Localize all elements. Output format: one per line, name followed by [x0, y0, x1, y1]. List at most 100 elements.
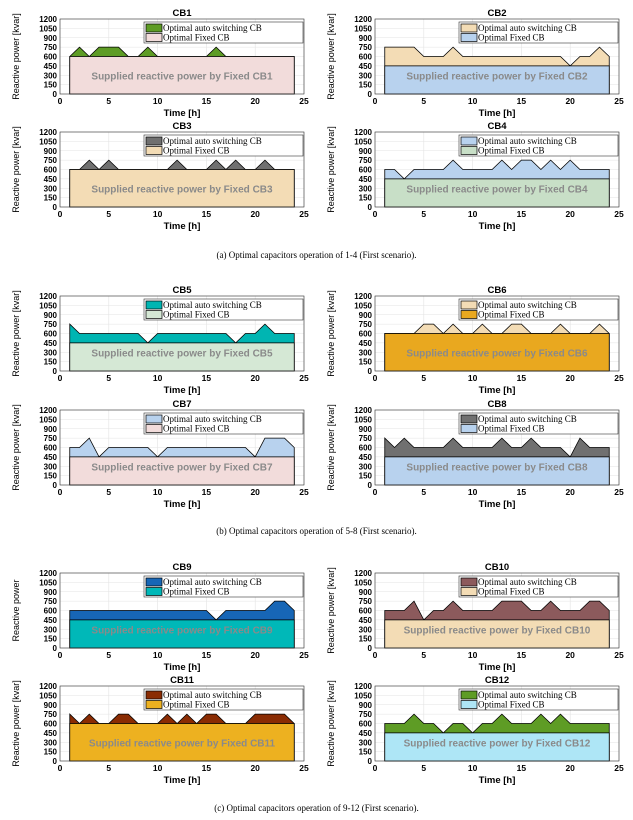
y-tick-label: 300	[44, 738, 58, 747]
y-tick-label: 900	[44, 425, 58, 434]
chart-cb1: 0 5 10 15 20 25 0 150 300 450 600 750 900 1050 1200 Sup…	[0, 0, 318, 119]
legend-swatch-fixed	[460, 587, 478, 596]
chart-cb4: 0 5 10 15 20 25 0 150 300 450 600 750 900 1050 1200 Sup…	[315, 113, 633, 232]
x-tick-label: 10	[468, 209, 478, 219]
y-tick-label: 150	[44, 748, 58, 757]
y-tick-label: 0	[53, 367, 58, 376]
y-tick-label: 300	[359, 184, 373, 193]
axes-frame	[374, 18, 620, 95]
y-tick-label: 600	[359, 444, 373, 453]
legend-box	[458, 298, 619, 321]
x-axis-label: Time [h]	[479, 775, 516, 785]
caption-a: (a) Optimal capacitors operation of 1-4 …	[216, 250, 417, 260]
chart-title: CB10	[485, 562, 509, 573]
x-tick-label: 5	[421, 209, 426, 219]
y-tick-label: 900	[359, 147, 373, 156]
x-tick-label: 25	[299, 209, 309, 219]
legend-swatch-auto	[145, 23, 163, 33]
x-tick-label: 5	[421, 763, 426, 773]
x-tick-label: 15	[202, 487, 212, 497]
x-tick-label: 25	[614, 487, 624, 497]
legend-label-fixed: Optimal Fixed CB	[478, 146, 545, 156]
chart-title: CB7	[172, 399, 191, 410]
legend-label-auto: Optimal auto switching CB	[163, 23, 262, 33]
legend-label-auto: Optimal auto switching CB	[163, 300, 262, 310]
fixed-cb-area	[384, 65, 610, 95]
x-tick-label: 10	[468, 487, 478, 497]
annotation-label: Supplied reactive power by Fixed CB4	[406, 184, 588, 195]
y-tick-label: 0	[368, 203, 373, 212]
legend-label-fixed: Optimal Fixed CB	[478, 700, 545, 710]
y-tick-label: 900	[44, 34, 58, 43]
y-tick-label: 750	[44, 156, 58, 165]
x-tick-label: 15	[202, 373, 212, 383]
chart-title: CB1	[172, 8, 192, 19]
x-tick-label: 5	[421, 487, 426, 497]
y-axis-label: Reactive power	[11, 579, 21, 641]
y-tick-label: 600	[359, 166, 373, 175]
x-tick-label: 10	[153, 373, 163, 383]
x-tick-label: 25	[299, 96, 309, 106]
legend-swatch-fixed	[145, 587, 163, 596]
y-tick-label: 900	[359, 425, 373, 434]
legend-swatch-auto	[460, 136, 478, 146]
legend-label-auto: Optimal auto switching CB	[478, 414, 577, 424]
y-tick-label: 600	[359, 720, 373, 729]
x-tick-label: 20	[250, 763, 260, 773]
y-tick-label: 0	[53, 757, 58, 766]
fixed-cb-area	[69, 619, 295, 649]
legend-label-fixed: Optimal Fixed CB	[478, 310, 545, 320]
y-axis-label: Reactive power [kvar]	[326, 404, 336, 491]
axes-frame	[59, 409, 305, 486]
x-tick-label: 0	[58, 373, 63, 383]
x-axis-label: Time [h]	[479, 385, 516, 395]
y-tick-label: 1200	[39, 292, 57, 301]
y-tick-label: 1050	[39, 415, 57, 424]
annotation-label: Supplied reactive power by Fixed CB1	[91, 71, 273, 82]
x-tick-label: 20	[565, 650, 575, 660]
y-axis-label: Reactive power [kvar]	[326, 567, 336, 654]
legend-label-auto: Optimal auto switching CB	[478, 300, 577, 310]
chart-cb12: 0 5 10 15 20 25 0 150 300 450 600 750 900 1050 1200 Sup…	[315, 667, 633, 786]
y-tick-label: 450	[359, 62, 373, 71]
chart-cb5: 0 5 10 15 20 25 0 150 300 450 600 750 900 1050 1200 Sup…	[0, 277, 318, 396]
x-tick-label: 25	[614, 650, 624, 660]
y-tick-label: 1200	[354, 682, 372, 691]
x-tick-label: 5	[106, 763, 111, 773]
y-tick-label: 600	[359, 607, 373, 616]
caption-c: (c) Optimal capacitors operation of 9-12…	[214, 803, 419, 813]
legend-box	[143, 21, 304, 44]
y-tick-label: 1200	[354, 292, 372, 301]
y-tick-label: 600	[359, 53, 373, 62]
y-tick-label: 1200	[354, 15, 372, 24]
fixed-cb-area	[69, 456, 295, 486]
legend-swatch-auto	[145, 300, 163, 310]
x-tick-label: 5	[106, 373, 111, 383]
legend-label-fixed: Optimal Fixed CB	[163, 146, 230, 156]
legend-swatch-auto	[460, 690, 478, 700]
fixed-cb-area	[384, 732, 610, 762]
y-tick-label: 0	[53, 90, 58, 99]
legend-swatch-auto	[145, 414, 163, 424]
y-axis-label: Reactive power [kvar]	[11, 13, 21, 100]
axes-frame	[374, 131, 620, 208]
fixed-cb-area	[384, 178, 610, 208]
y-tick-label: 300	[44, 625, 58, 634]
y-tick-label: 300	[44, 462, 58, 471]
y-tick-label: 0	[368, 90, 373, 99]
y-tick-label: 1200	[354, 569, 372, 578]
legend-label-auto: Optimal auto switching CB	[478, 23, 577, 33]
y-tick-label: 450	[44, 339, 58, 348]
x-tick-label: 15	[202, 209, 212, 219]
annotation-label: Supplied reactive power by Fixed CB7	[91, 462, 273, 473]
y-axis-label: Reactive power [kvar]	[326, 290, 336, 377]
y-tick-label: 900	[44, 147, 58, 156]
y-tick-label: 450	[44, 616, 58, 625]
x-axis-label: Time [h]	[479, 221, 516, 231]
